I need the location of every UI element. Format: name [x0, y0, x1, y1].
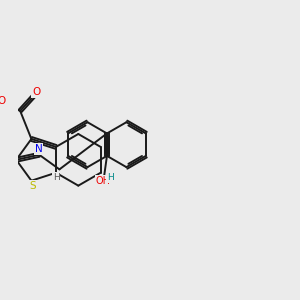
Text: N: N — [35, 144, 43, 154]
Text: S: S — [29, 181, 36, 191]
Text: O: O — [0, 96, 6, 106]
Text: O: O — [32, 87, 40, 97]
Text: H: H — [53, 173, 59, 182]
Text: H: H — [107, 173, 114, 182]
Text: OH: OH — [95, 176, 110, 186]
